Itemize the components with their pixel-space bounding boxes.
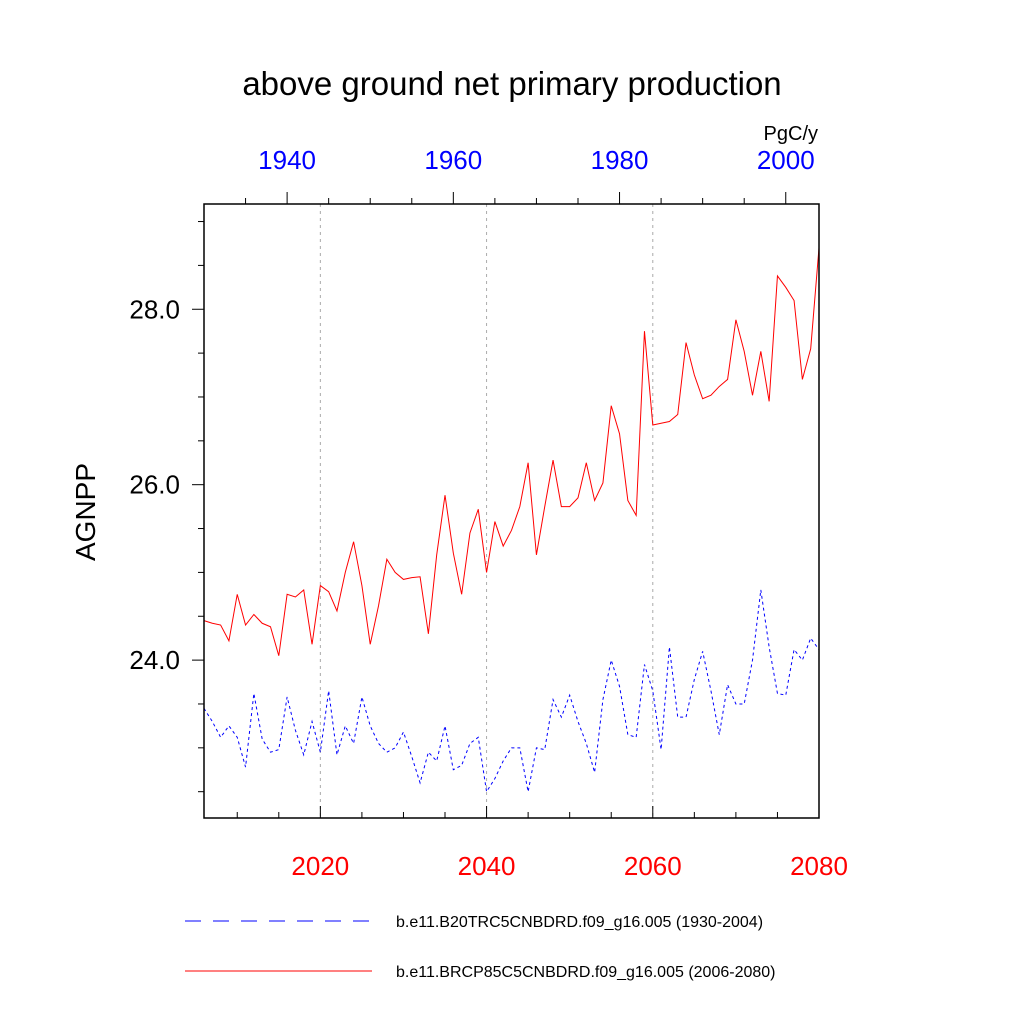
y-tick-label-1: 26.0 [129, 470, 180, 500]
x-tick-label-bottom-0: 2020 [291, 851, 349, 881]
chart-title: above ground net primary production [242, 65, 781, 102]
series-layer [203, 247, 820, 794]
plot-frame [203, 203, 820, 819]
x-tick-label-bottom-2: 2060 [624, 851, 682, 881]
legend-label-series-1: b.e11.B20TRC5CNBDRD.f09_g16.005 (1930-20… [396, 914, 763, 931]
series-line-1 [203, 589, 820, 794]
x-tick-label-top-0: 1940 [258, 145, 316, 175]
grid-lines [319, 204, 654, 818]
tick-labels: 2020 2040 2060 2080 1940 1960 1980 2000 24.0 26.0… [129, 145, 848, 881]
x-tick-label-bottom-1: 2040 [458, 851, 516, 881]
axis-ticks [192, 192, 820, 818]
x-tick-label-top-1: 1960 [424, 145, 482, 175]
legend: b.e11.B20TRC5CNBDRD.f09_g16.005 (1930-20… [185, 914, 775, 981]
y-tick-label-2: 28.0 [129, 294, 180, 324]
series-line-2 [203, 247, 820, 656]
x-tick-label-top-2: 1980 [591, 145, 649, 175]
x-tick-label-top-3: 2000 [757, 145, 815, 175]
x-tick-label-bottom-3: 2080 [790, 851, 848, 881]
legend-label-series-2: b.e11.BRCP85C5CNBDRD.f09_g16.005 (2006-2… [396, 964, 775, 981]
y-axis-label: AGNPP [70, 463, 101, 561]
y-tick-label-0: 24.0 [129, 645, 180, 675]
units-label: PgC/y [764, 123, 818, 145]
